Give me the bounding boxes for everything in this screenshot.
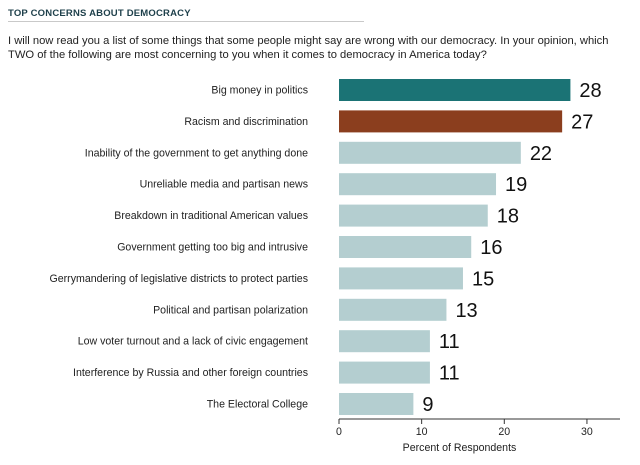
category-label: Government getting too big and intrusive xyxy=(117,242,308,254)
bar xyxy=(339,236,472,258)
data-label: 9 xyxy=(422,394,433,416)
bar xyxy=(339,204,488,227)
bar xyxy=(339,361,430,384)
category-label: Breakdown in traditional American values xyxy=(114,210,308,222)
bar xyxy=(339,79,571,101)
category-label: Big money in politics xyxy=(211,85,308,97)
bar xyxy=(339,173,497,196)
category-label: Political and partisan polarization xyxy=(153,304,308,316)
survey-question: I will now read you a list of some thing… xyxy=(8,35,609,61)
bar xyxy=(339,141,521,164)
data-label: 15 xyxy=(472,268,494,290)
data-label: 22 xyxy=(530,143,552,165)
x-tick-label: 0 xyxy=(336,426,342,438)
category-label: Gerrymandering of legislative districts … xyxy=(50,273,308,285)
data-label: 13 xyxy=(455,300,477,322)
data-label: 11 xyxy=(439,363,460,385)
bar xyxy=(339,267,463,290)
x-tick-label: 30 xyxy=(581,426,593,438)
data-label: 18 xyxy=(497,206,519,228)
bar xyxy=(339,298,447,321)
bar xyxy=(339,110,563,133)
title-divider xyxy=(8,21,364,22)
x-tick-label: 20 xyxy=(498,426,510,438)
data-label: 16 xyxy=(480,237,502,259)
category-label: The Electoral College xyxy=(207,399,308,411)
x-axis-title: Percent of Respondents xyxy=(403,442,517,454)
category-label: Low voter turnout and a lack of civic en… xyxy=(78,336,308,348)
data-label: 28 xyxy=(579,80,601,102)
data-label: 11 xyxy=(439,331,460,353)
category-label: Racism and discrimination xyxy=(184,116,308,128)
category-label: Inability of the government to get anyth… xyxy=(85,147,308,159)
x-tick-label: 10 xyxy=(416,426,428,438)
data-label: 19 xyxy=(505,174,527,196)
data-label: 27 xyxy=(571,111,593,133)
bar xyxy=(339,393,414,415)
category-label: Unreliable media and partisan news xyxy=(140,179,308,191)
bar xyxy=(339,330,430,353)
category-label: Interference by Russia and other foreign… xyxy=(73,367,308,379)
chart-title: TOP CONCERNS ABOUT DEMOCRACY xyxy=(8,8,191,19)
